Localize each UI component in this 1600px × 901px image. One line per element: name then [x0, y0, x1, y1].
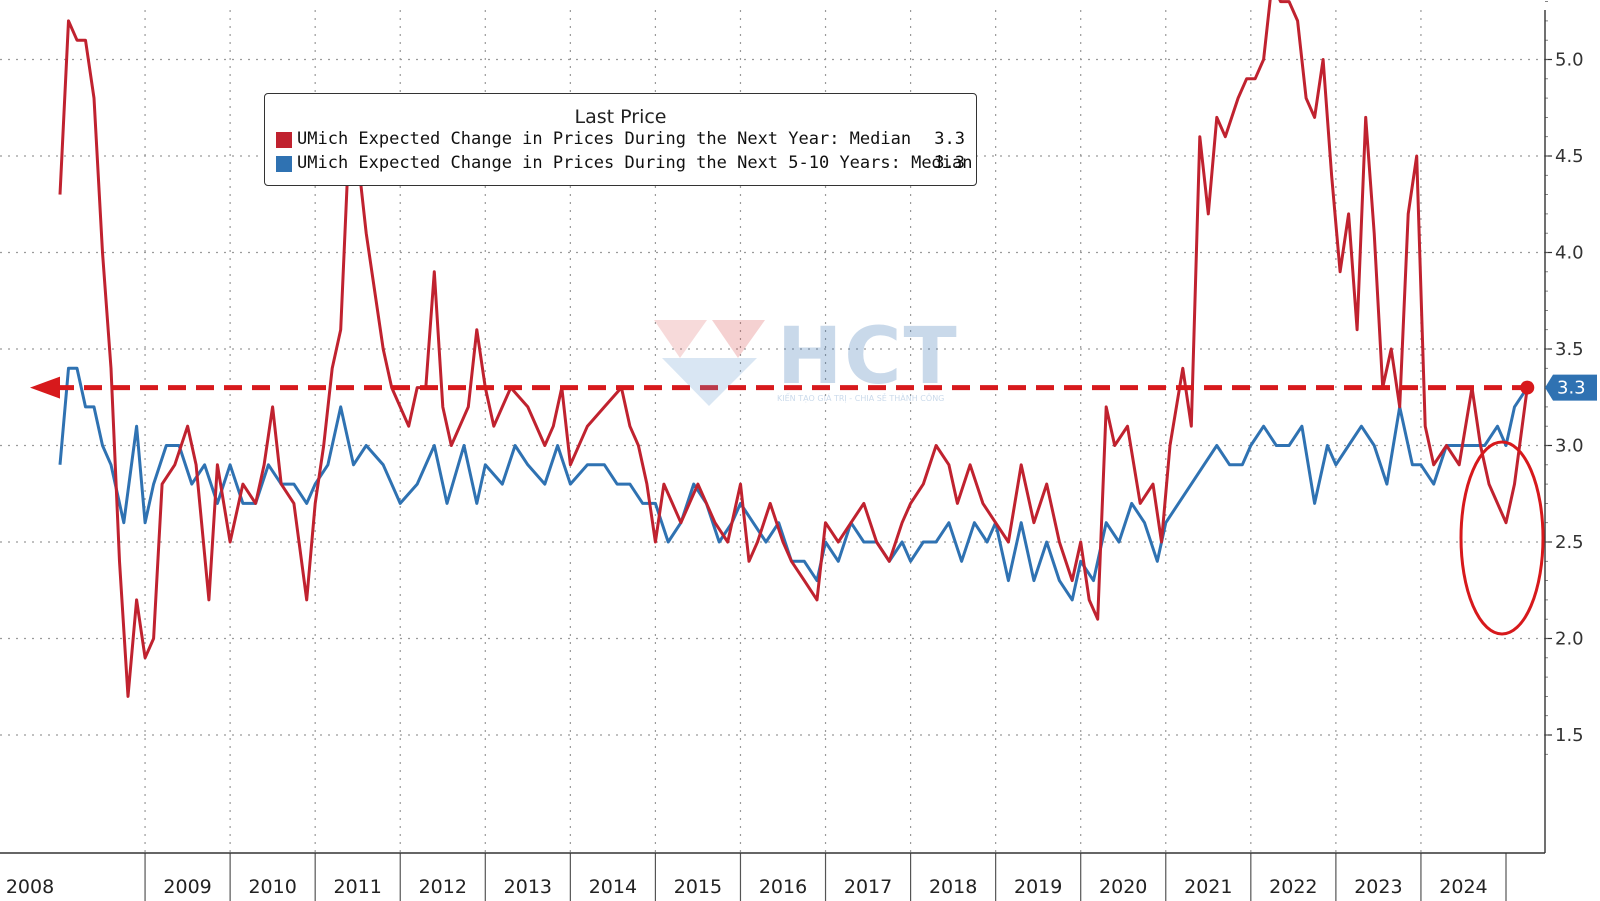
legend-swatch-blue [276, 156, 292, 172]
series-line-next-year [58, 0, 1529, 698]
legend-swatch-red [276, 132, 292, 148]
series-layer [58, 0, 1529, 698]
tick-label-x: 2018 [929, 876, 977, 898]
tick-label-x: 2012 [419, 876, 467, 898]
tick-label-y: 3.0 [1555, 436, 1584, 457]
legend: Last Price UMich Expected Change in Pric… [264, 93, 977, 186]
tick-label-y: 4.5 [1555, 146, 1584, 167]
watermark: HCT KIẾN TẠO GIÁ TRỊ - CHIA SẺ THÀNH CÔN… [652, 312, 957, 408]
legend-row-next-year: UMich Expected Change in Prices During t… [276, 129, 965, 151]
tick-label-x: 2022 [1269, 876, 1317, 898]
axes [0, 1, 1552, 901]
series-line-5-10-years [58, 366, 1529, 602]
arrow-head-icon [30, 376, 60, 399]
tick-label-x: 2024 [1439, 876, 1487, 898]
tick-label-x: 2017 [844, 876, 892, 898]
diamond-logo-icon [654, 320, 765, 406]
tick-label-x: 2020 [1099, 876, 1147, 898]
reference-end-dot [1520, 380, 1535, 395]
tick-label-x: 2009 [163, 876, 211, 898]
last-value-tag-label: 3.3 [1557, 378, 1586, 399]
legend-title: Last Price [574, 106, 667, 128]
tick-label-x: 2011 [334, 876, 382, 898]
tick-label-x: 2016 [759, 876, 807, 898]
tick-label-y: 2.0 [1555, 629, 1584, 650]
tick-label-y: 5.0 [1555, 50, 1584, 71]
last-value-tag [1545, 374, 1597, 401]
legend-label: UMich Expected Change in Prices During t… [297, 153, 973, 173]
watermark-tagline: KIẾN TẠO GIÁ TRỊ - CHIA SẺ THÀNH CÔNG [777, 394, 945, 403]
tick-label-x: 2010 [248, 876, 296, 898]
highlight-circle [1459, 440, 1545, 636]
legend-value: 3.3 [934, 153, 965, 173]
grid [0, 10, 1545, 853]
tick-label-y: 4.0 [1555, 243, 1584, 264]
legend-row-5-10-years: UMich Expected Change in Prices During t… [276, 153, 973, 175]
tick-label-x: 2015 [674, 876, 722, 898]
tick-label-x: 2019 [1014, 876, 1062, 898]
tick-label-x: 2013 [504, 876, 552, 898]
legend-label: UMich Expected Change in Prices During t… [297, 129, 912, 149]
legend-value: 3.3 [934, 129, 965, 149]
tick-label-y: 3.5 [1555, 339, 1584, 360]
tick-label-x: 2021 [1184, 876, 1232, 898]
tick-label-y: 1.5 [1555, 725, 1584, 746]
ticks: 1.52.02.53.03.54.04.55.05.52008200920102… [6, 50, 1584, 899]
tick-label-x: 2008 [6, 876, 54, 898]
tick-label-x: 2014 [589, 876, 637, 898]
annotations: 3.3 [30, 374, 1597, 636]
tick-label-y: 2.5 [1555, 532, 1584, 553]
watermark-brand: HCT [777, 312, 959, 402]
tick-label-x: 2023 [1354, 876, 1402, 898]
